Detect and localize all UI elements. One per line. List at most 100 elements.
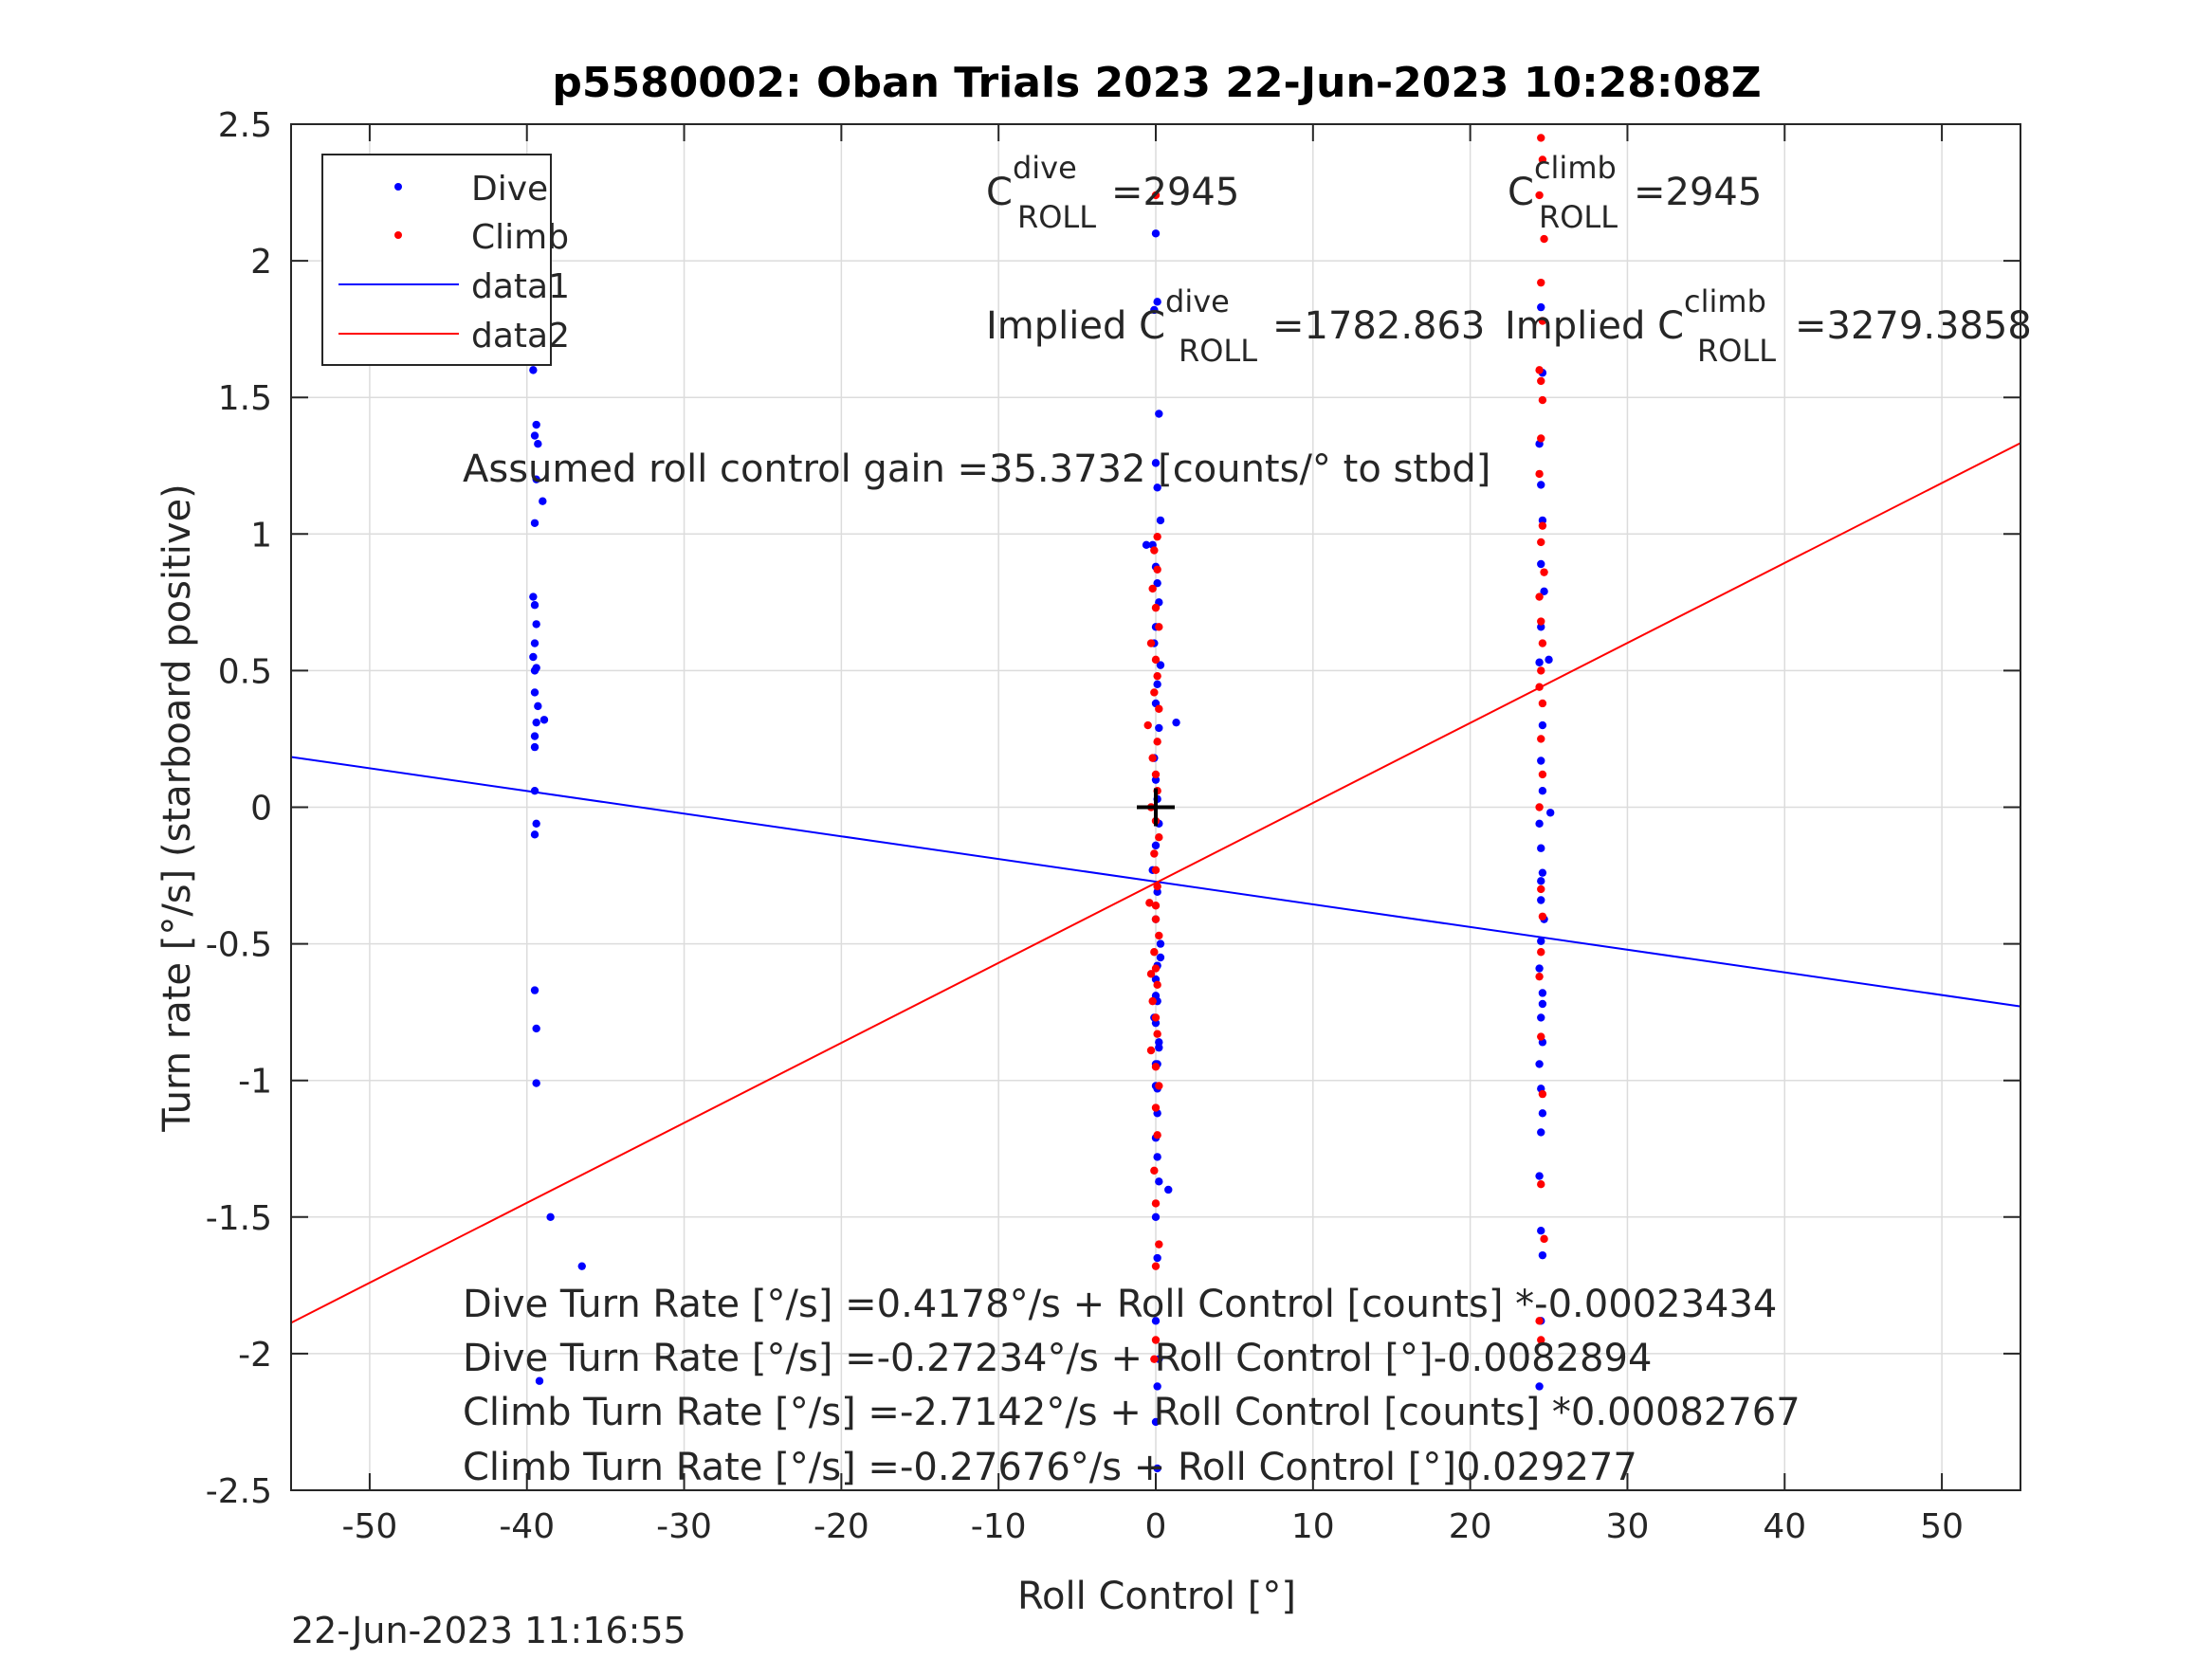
implied-c-dive-sub: ROLL [1179,333,1257,369]
climb-point [1148,584,1157,593]
c-climb-value: =2945 [1634,171,1762,214]
climb-point [1153,738,1161,746]
climb-point [1535,1317,1544,1325]
climb-point [1537,278,1545,287]
climb-point [1538,521,1547,530]
dive-point [535,1376,544,1385]
climb-point [1145,899,1154,907]
climb-point [1537,434,1545,443]
climb-point [1150,1355,1159,1363]
climb-point [1151,1199,1161,1208]
climb-point [1151,866,1161,874]
tick-labels: -50 -40 -30 -20 -10 0 10 20 30 40 50-2.5-2-1.5-1-0… [206,106,1964,1546]
dive-point [1142,540,1151,550]
climb-point [1537,617,1545,626]
climb-point [1537,1180,1545,1189]
dive-point [1545,655,1553,665]
climb-point [1151,1336,1161,1344]
climb-point [1155,833,1163,842]
climb-point [1537,1032,1545,1041]
y-tick-label: 2 [250,243,272,282]
climb-point [1537,376,1545,386]
climb-point [1151,603,1161,612]
x-tick-label: 10 [1291,1507,1335,1546]
climb-point [1537,538,1545,547]
climb-point [1538,639,1547,647]
x-tick-label: 30 [1606,1507,1650,1546]
dive-point [1538,1250,1547,1260]
dive-point [1153,680,1161,689]
climb-point [1151,770,1161,779]
dive-point [1156,661,1165,669]
implied-c-climb-sub: ROLL [1697,333,1776,369]
climb-point [1153,1030,1161,1038]
c-dive-sup: dive [1013,150,1077,186]
dive-point [1538,1109,1547,1118]
dive-point [1537,1128,1545,1137]
climb-point [1537,1336,1545,1344]
climb-point [1151,1013,1161,1022]
dive-point [1153,1253,1161,1263]
dive-point [530,986,539,994]
data-points [529,134,1555,1473]
climb-point [1151,1103,1161,1112]
dive-point [1151,229,1161,238]
dive-point [1537,844,1545,852]
fit-line-data1 [290,756,2021,1008]
dive-point [1150,305,1159,315]
dive-point [532,819,540,828]
y-tick-label: -1 [238,1063,272,1102]
climb-point [1150,688,1159,697]
dive-point [1155,1177,1163,1186]
legend-box [321,154,552,366]
dive-point [1156,939,1165,948]
implied-c-climb-sup: climb [1684,283,1766,319]
timestamp: 22-Jun-2023 11:16:55 [291,1610,686,1651]
dive-point [530,601,539,610]
c-dive-sub: ROLL [1017,199,1096,235]
dive-point [1537,559,1545,569]
dive-point [530,688,539,697]
implied-c-dive-annotation: Implied Cdive ROLL =1782.863 [986,283,1485,369]
dive-point [1540,587,1548,596]
climb-point [1146,1046,1156,1055]
climb-point [1538,699,1547,708]
climb-point [1540,568,1548,576]
y-tick-label: -2.5 [206,1472,272,1511]
dive-point [1153,887,1161,897]
dive-point [1155,723,1163,733]
dive-point [577,1262,586,1270]
climb-point [1540,1234,1548,1244]
climb-point [1538,395,1547,405]
implied-c-climb-annotation: Implied Cclimb ROLL =3279.3858 [1505,283,2032,369]
climb-point [1537,666,1545,675]
c-climb-sub: ROLL [1539,199,1618,235]
legend-dive-marker [394,183,402,191]
climb-point [1153,565,1161,574]
dive-point [530,431,539,440]
implied-c-dive-prefix: Implied C [986,304,1165,348]
legend-data1-label: data1 [471,267,570,306]
dive-point [530,830,539,839]
x-tick-label: 50 [1920,1507,1964,1546]
c-dive-annotation: Cdive ROLL =2945 [986,150,1239,235]
dive-point [1155,1043,1163,1052]
climb-point [1151,915,1161,923]
chart-title: p5580002: Oban Trials 2023 22-Jun-2023 1… [552,59,1761,107]
climb-point [1153,671,1161,681]
ticks [291,123,2020,1491]
y-tick-label: -2 [238,1336,272,1375]
y-axis-label: Turn rate [°/s] (starboard positive) [155,483,199,1133]
x-tick-label: -20 [814,1507,869,1546]
dive-point [1537,481,1545,489]
dive-point [1537,623,1545,631]
dive-point [1153,1153,1161,1161]
dive-point [1172,718,1180,727]
dive-point [1538,516,1547,525]
climb-point [1151,964,1161,973]
dive-point [532,420,540,429]
c-climb-base: C [1508,171,1534,214]
dive-point [1153,578,1161,588]
dive-point [532,620,540,629]
